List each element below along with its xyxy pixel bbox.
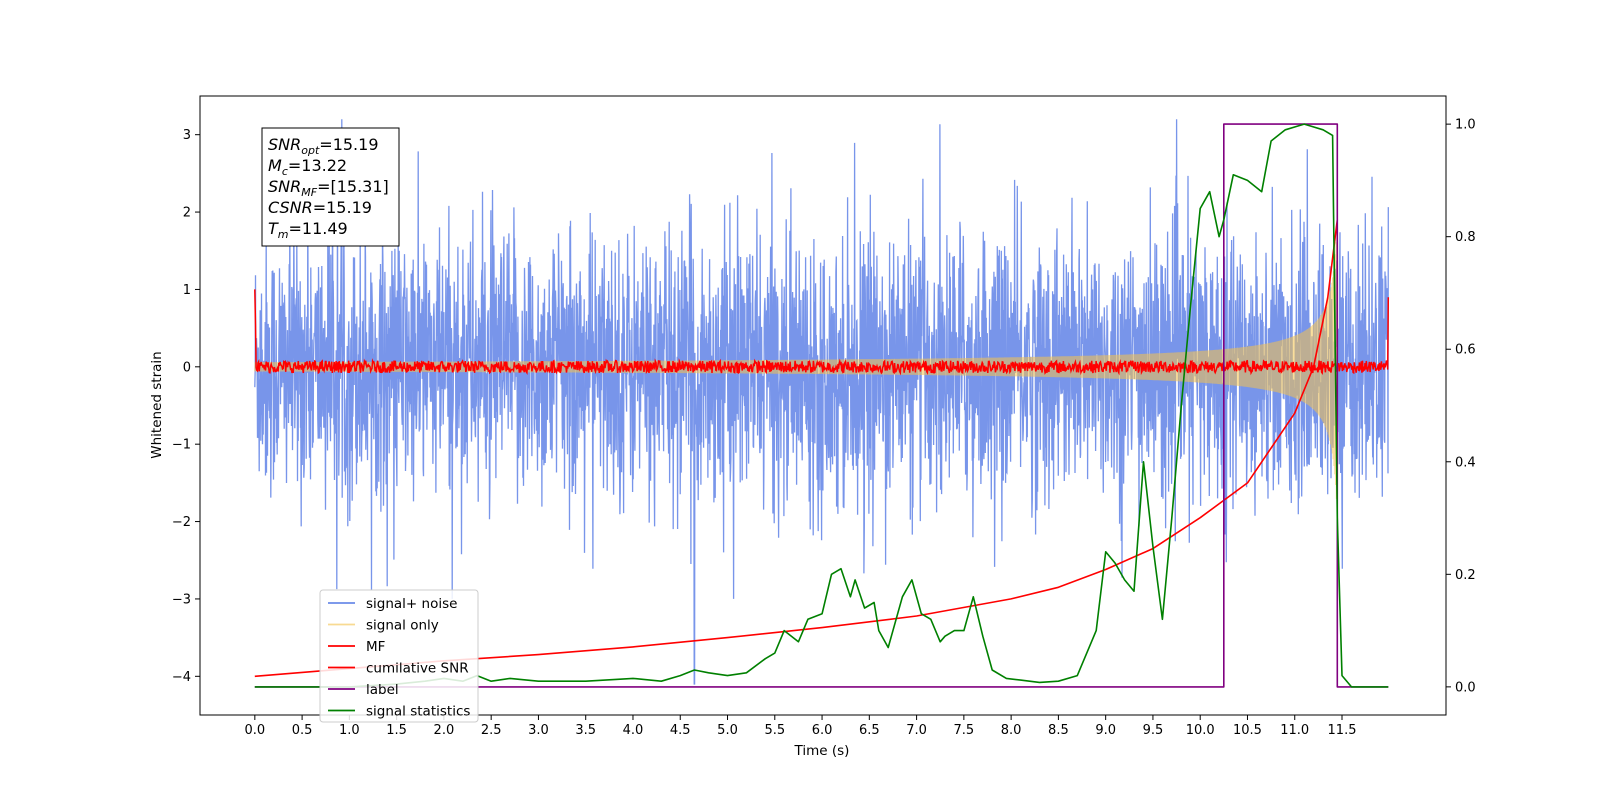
series-signal-statistics <box>254 123 1389 688</box>
legend-item: signal+ noise <box>366 596 457 612</box>
x-tick-label: 8.0 <box>1001 723 1022 738</box>
info-box-line: Mc=13.22 <box>268 156 347 178</box>
y-tick-label: −4 <box>172 670 191 685</box>
x-tick-label: 11.5 <box>1328 723 1357 738</box>
y-tick-label: 0 <box>183 360 191 375</box>
x-tick-label: 4.5 <box>670 723 691 738</box>
legend-item: MF <box>366 639 385 655</box>
x-tick-label: 1.0 <box>339 723 360 738</box>
x-tick-label: 2.5 <box>481 723 502 738</box>
plot-frame <box>199 95 1447 716</box>
x-tick-label: 4.0 <box>623 723 644 738</box>
x-tick-label: 7.5 <box>954 723 975 738</box>
x-tick-label: 3.5 <box>575 723 596 738</box>
legend-item: signal statistics <box>366 704 470 720</box>
x-tick-label: 10.0 <box>1186 723 1215 738</box>
plot-area <box>254 119 1390 688</box>
legend-item: label <box>366 682 399 698</box>
info-box-frame <box>261 127 400 247</box>
x-tick-label: 6.5 <box>859 723 880 738</box>
y2-tick-label: 0.4 <box>1455 455 1476 470</box>
axes: 0.0 0.5 1.0 1.5 2.0 2.5 3.0 3.5 4.0 4.5 5.0 5.5 6.0 6… <box>172 118 1476 738</box>
series-mf <box>254 289 1390 376</box>
x-tick-label: 10.5 <box>1233 723 1262 738</box>
y-tick-label: 2 <box>183 206 191 221</box>
x-tick-label: 6.0 <box>812 723 833 738</box>
x-axis-label: Time (s) <box>794 743 850 759</box>
y2-tick-label: 1.0 <box>1455 118 1476 133</box>
x-tick-label: 7.0 <box>906 723 927 738</box>
x-tick-label: 9.5 <box>1143 723 1164 738</box>
info-box: SNRopt=15.19Mc=13.22SNRMF=[15.31]CSNR=15… <box>261 127 400 247</box>
y-tick-label: −1 <box>172 438 191 453</box>
y-tick-label: 3 <box>183 128 191 143</box>
y-axis-label: Whitened strain <box>149 351 165 458</box>
info-box-line: SNRopt=15.19 <box>268 135 379 157</box>
x-tick-label: 3.0 <box>528 723 549 738</box>
x-tick-label: 0.5 <box>292 723 313 738</box>
info-box-line: SNRMF=[15.31] <box>268 177 389 199</box>
legend: signal+ noise signal only MF cumilative SNR… <box>319 589 479 723</box>
series-label <box>254 123 1389 688</box>
legend-item: cumilative SNR <box>366 661 469 677</box>
x-tick-label: 1.5 <box>386 723 407 738</box>
legend-frame <box>319 589 479 723</box>
x-tick-label: 5.5 <box>764 723 785 738</box>
x-tick-label: 11.0 <box>1280 723 1309 738</box>
x-tick-label: 8.5 <box>1048 723 1069 738</box>
legend-item: signal only <box>366 618 439 634</box>
y2-tick-label: 0.2 <box>1455 568 1476 583</box>
y-tick-label: −3 <box>172 592 191 607</box>
y2-tick-label: 0.6 <box>1455 343 1476 358</box>
series-signal-noise <box>254 119 1389 685</box>
info-box-line: CSNR=15.19 <box>268 198 372 217</box>
x-tick-label: 5.0 <box>717 723 738 738</box>
y-tick-label: −2 <box>172 515 191 530</box>
info-box-line: Tm=11.49 <box>268 219 348 241</box>
y2-tick-label: 0.8 <box>1455 230 1476 245</box>
y-tick-label: 1 <box>183 283 191 298</box>
y2-tick-label: 0.0 <box>1455 680 1476 695</box>
series-cumulative-snr <box>254 219 1339 678</box>
x-tick-label: 2.0 <box>434 723 455 738</box>
x-tick-label: 9.0 <box>1095 723 1116 738</box>
x-tick-label: 0.0 <box>244 723 265 738</box>
